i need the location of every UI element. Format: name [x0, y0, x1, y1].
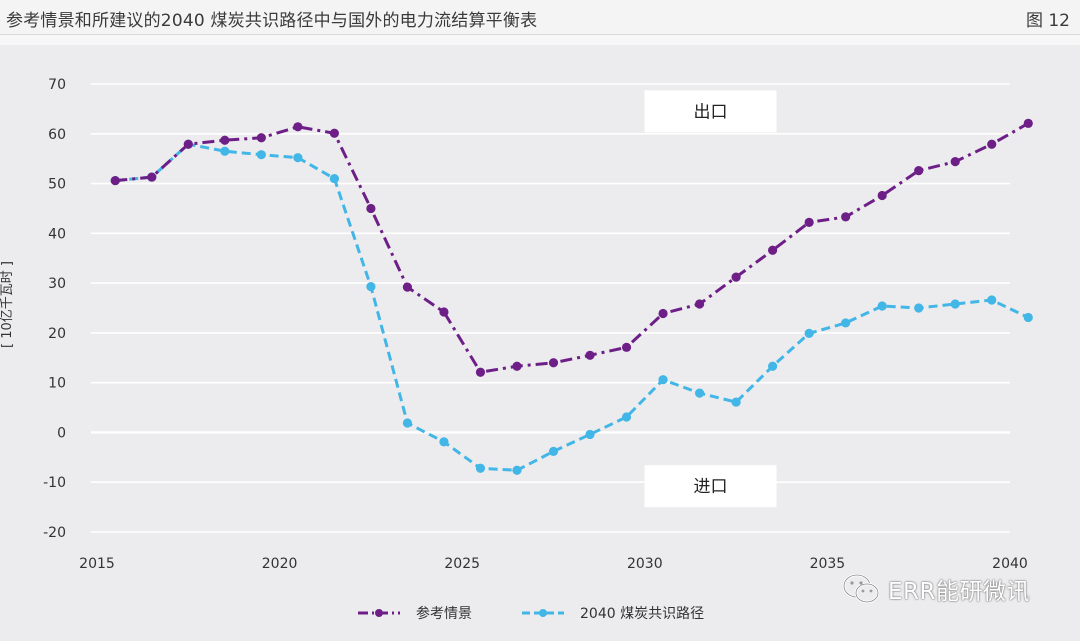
data-point-reference: [147, 172, 157, 182]
data-point-pathway: [914, 303, 924, 313]
data-point-pathway: [512, 465, 522, 475]
series-group: [110, 118, 1033, 475]
data-point-pathway: [1023, 312, 1033, 323]
data-point-reference: [731, 272, 741, 282]
data-point-reference: [366, 203, 376, 214]
data-point-reference: [585, 350, 595, 360]
chart-header: 参考情景和所建议的2040 煤炭共识路径中与国外的电力流结算平衡表 图 12: [0, 0, 1080, 35]
y-axis-label: [ 10亿千瓦时 ]: [0, 261, 15, 348]
data-point-reference: [950, 157, 960, 167]
y-tick-label: 40: [48, 226, 66, 242]
data-point-reference: [768, 245, 778, 255]
watermark: ERR能研微讯: [842, 572, 1030, 606]
data-point-pathway: [950, 299, 960, 309]
data-point-reference: [439, 307, 449, 317]
x-axis-ticks: 2015 2020 2025 2030 2035 2040: [79, 556, 1028, 572]
data-point-pathway: [694, 388, 705, 398]
data-point-reference: [475, 367, 486, 377]
data-point-reference: [804, 217, 814, 227]
chart-title: 参考情景和所建议的2040 煤炭共识路径中与国外的电力流结算平衡表: [6, 11, 538, 31]
data-point-reference: [877, 190, 887, 201]
y-tick-label: 70: [48, 77, 66, 93]
data-point-reference: [220, 135, 230, 145]
data-point-reference: [987, 139, 997, 149]
legend-item-pathway: 2040 煤炭共识路径: [520, 603, 704, 623]
legend-item-reference: 参考情景: [356, 603, 472, 623]
legend: 参考情景 2040 煤炭共识路径: [356, 603, 752, 623]
data-point-reference: [914, 166, 924, 176]
data-point-reference: [402, 282, 413, 292]
data-point-reference: [512, 361, 522, 371]
data-point-pathway: [475, 463, 486, 473]
annotation-box: [644, 465, 777, 508]
y-tick-label: -20: [43, 525, 66, 541]
series-line-reference: [115, 121, 1030, 374]
data-point-reference: [256, 133, 266, 143]
data-point-pathway: [439, 437, 449, 447]
data-point-pathway: [731, 397, 741, 407]
annotation-box: [644, 90, 777, 133]
data-point-reference: [658, 308, 668, 319]
data-point-reference: [548, 358, 559, 368]
x-tick-label: 2020: [262, 556, 298, 572]
data-point-reference: [621, 342, 632, 352]
figure-number: 图 12: [1025, 11, 1070, 31]
data-point-pathway: [585, 429, 595, 440]
series-line-pathway: [115, 142, 1029, 472]
x-tick-label: 2035: [810, 556, 846, 572]
data-point-pathway: [220, 146, 230, 156]
data-point-reference: [841, 212, 851, 222]
y-tick-label: 10: [48, 376, 66, 392]
annotation-label: 进口: [694, 477, 728, 497]
data-point-pathway: [256, 150, 266, 160]
x-tick-label: 2030: [627, 556, 663, 572]
data-point-reference: [1023, 118, 1033, 128]
data-point-reference: [329, 128, 339, 138]
x-tick-label: 2040: [992, 556, 1028, 572]
data-point-reference: [694, 299, 705, 309]
data-point-pathway: [987, 295, 997, 305]
legend-label-pathway: 2040 煤炭共识路径: [580, 606, 705, 622]
data-point-pathway: [548, 446, 559, 456]
x-tick-label: 2025: [444, 556, 480, 572]
watermark-text: ERR能研微讯: [888, 579, 1030, 605]
legend-swatch-reference: [358, 609, 400, 617]
y-tick-label: 0: [57, 425, 66, 441]
y-tick-label: 60: [48, 127, 66, 143]
data-point-reference: [183, 139, 193, 149]
y-tick-label: 50: [48, 177, 66, 193]
data-point-pathway: [877, 301, 887, 311]
x-tick-label: 2015: [79, 556, 115, 572]
annotation-label: 出口: [694, 102, 728, 122]
data-point-pathway: [804, 328, 814, 338]
data-point-pathway: [366, 281, 376, 292]
data-point-pathway: [621, 412, 632, 422]
data-point-reference: [293, 122, 303, 132]
data-point-pathway: [768, 361, 778, 371]
grid-lines: [91, 83, 1010, 533]
header-band: [0, 35, 1080, 45]
data-point-pathway: [841, 318, 851, 328]
legend-label-reference: 参考情景: [416, 606, 472, 622]
data-point-pathway: [329, 173, 339, 184]
data-point-pathway: [293, 153, 303, 163]
data-point-reference: [110, 175, 120, 186]
data-point-pathway: [658, 375, 668, 385]
y-tick-label: 20: [48, 326, 66, 342]
legend-swatch-pathway: [522, 609, 564, 617]
data-point-pathway: [402, 418, 413, 428]
wechat-icon: [842, 573, 880, 604]
y-tick-label: 30: [48, 276, 66, 292]
y-tick-label: -10: [43, 475, 66, 491]
y-axis-ticks: 70 60 50 40 30 20 10 0 -10 -20: [43, 77, 66, 541]
